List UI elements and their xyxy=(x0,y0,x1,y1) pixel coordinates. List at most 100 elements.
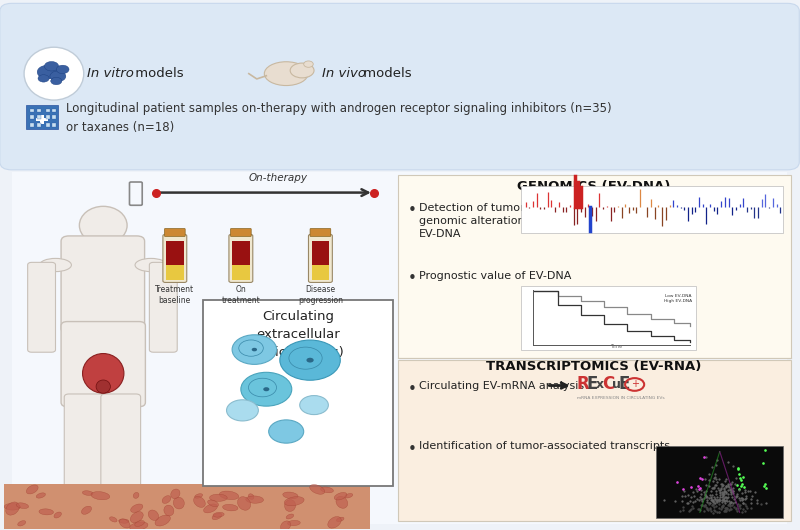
Ellipse shape xyxy=(238,497,250,510)
Text: In vivo: In vivo xyxy=(322,67,366,80)
Circle shape xyxy=(50,71,66,82)
FancyBboxPatch shape xyxy=(30,109,34,112)
FancyBboxPatch shape xyxy=(203,300,393,487)
Text: Time: Time xyxy=(610,344,622,349)
Ellipse shape xyxy=(4,504,21,510)
Circle shape xyxy=(263,387,270,391)
Text: Disease
progression: Disease progression xyxy=(298,285,343,305)
Text: x: x xyxy=(596,378,604,391)
Ellipse shape xyxy=(134,520,145,526)
FancyBboxPatch shape xyxy=(46,116,50,119)
FancyBboxPatch shape xyxy=(26,105,58,129)
Ellipse shape xyxy=(310,484,325,494)
Circle shape xyxy=(56,65,69,74)
Ellipse shape xyxy=(39,509,54,515)
FancyBboxPatch shape xyxy=(165,228,185,236)
Ellipse shape xyxy=(130,511,143,523)
Circle shape xyxy=(38,75,49,82)
Text: Circulating EV-mRNA analysis: Circulating EV-mRNA analysis xyxy=(419,381,584,391)
Text: On
treatment: On treatment xyxy=(222,285,260,305)
Circle shape xyxy=(241,372,292,406)
Text: Longitudinal patient samples on-therapy with androgen receptor signaling inhibit: Longitudinal patient samples on-therapy … xyxy=(66,102,611,134)
Ellipse shape xyxy=(54,512,62,518)
FancyBboxPatch shape xyxy=(30,123,34,127)
Ellipse shape xyxy=(284,497,304,506)
FancyBboxPatch shape xyxy=(46,109,50,112)
Ellipse shape xyxy=(36,493,46,498)
Circle shape xyxy=(252,348,257,351)
Ellipse shape xyxy=(281,521,290,530)
Ellipse shape xyxy=(337,517,344,522)
FancyBboxPatch shape xyxy=(398,175,791,358)
FancyBboxPatch shape xyxy=(101,394,141,488)
FancyBboxPatch shape xyxy=(36,118,48,121)
FancyBboxPatch shape xyxy=(229,234,253,282)
Ellipse shape xyxy=(134,492,139,498)
Ellipse shape xyxy=(16,503,29,508)
FancyBboxPatch shape xyxy=(166,241,183,264)
Ellipse shape xyxy=(246,496,263,504)
Circle shape xyxy=(50,77,62,85)
Text: GENOMICS (EV-DNA): GENOMICS (EV-DNA) xyxy=(518,180,670,193)
FancyBboxPatch shape xyxy=(166,264,183,280)
Ellipse shape xyxy=(287,520,300,526)
FancyBboxPatch shape xyxy=(4,484,370,529)
Ellipse shape xyxy=(334,492,347,500)
Ellipse shape xyxy=(285,500,296,511)
Ellipse shape xyxy=(79,206,127,244)
FancyBboxPatch shape xyxy=(61,322,146,407)
FancyBboxPatch shape xyxy=(61,236,145,334)
Text: models: models xyxy=(131,67,184,80)
Ellipse shape xyxy=(210,494,227,501)
Circle shape xyxy=(226,400,258,421)
FancyBboxPatch shape xyxy=(150,262,178,352)
FancyBboxPatch shape xyxy=(38,123,41,127)
FancyBboxPatch shape xyxy=(0,3,799,170)
Text: R: R xyxy=(577,375,590,393)
Text: C: C xyxy=(602,375,614,393)
Ellipse shape xyxy=(119,519,130,528)
FancyBboxPatch shape xyxy=(656,446,783,518)
FancyBboxPatch shape xyxy=(310,228,330,236)
Ellipse shape xyxy=(282,492,298,499)
Ellipse shape xyxy=(286,514,294,519)
Ellipse shape xyxy=(304,61,314,67)
Ellipse shape xyxy=(6,502,19,515)
FancyBboxPatch shape xyxy=(52,123,56,127)
Ellipse shape xyxy=(212,513,222,520)
Ellipse shape xyxy=(96,380,110,393)
Circle shape xyxy=(300,395,328,414)
FancyBboxPatch shape xyxy=(521,286,696,350)
FancyBboxPatch shape xyxy=(38,116,41,119)
FancyBboxPatch shape xyxy=(46,123,50,127)
Ellipse shape xyxy=(219,491,238,500)
Ellipse shape xyxy=(130,522,148,530)
FancyBboxPatch shape xyxy=(52,116,56,119)
Ellipse shape xyxy=(164,505,174,516)
FancyBboxPatch shape xyxy=(30,116,34,119)
Text: On-therapy: On-therapy xyxy=(249,173,308,183)
Circle shape xyxy=(269,420,304,443)
Ellipse shape xyxy=(91,492,110,500)
Circle shape xyxy=(44,61,58,71)
Ellipse shape xyxy=(203,504,218,513)
Ellipse shape xyxy=(290,63,314,78)
Ellipse shape xyxy=(118,519,129,523)
Ellipse shape xyxy=(336,496,348,508)
Ellipse shape xyxy=(328,517,342,528)
Ellipse shape xyxy=(194,497,206,507)
Ellipse shape xyxy=(213,513,224,517)
Text: u: u xyxy=(611,378,621,391)
FancyBboxPatch shape xyxy=(64,394,104,488)
Ellipse shape xyxy=(222,505,238,511)
FancyBboxPatch shape xyxy=(232,264,250,280)
Text: Identification of tumor-associated transcripts: Identification of tumor-associated trans… xyxy=(419,441,670,451)
FancyBboxPatch shape xyxy=(39,116,44,124)
Text: •: • xyxy=(408,382,417,398)
FancyBboxPatch shape xyxy=(28,262,55,352)
Ellipse shape xyxy=(135,259,167,271)
Ellipse shape xyxy=(110,517,117,522)
Circle shape xyxy=(306,358,314,363)
FancyBboxPatch shape xyxy=(312,264,329,280)
FancyBboxPatch shape xyxy=(163,234,186,282)
